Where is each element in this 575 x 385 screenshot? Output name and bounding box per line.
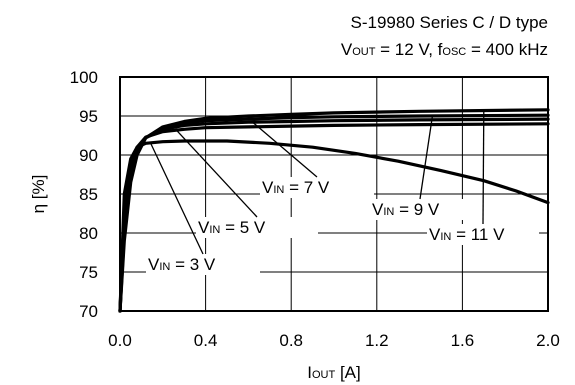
- y-tick-label-1: 75: [79, 263, 98, 282]
- series-label-bg-1: [196, 217, 318, 238]
- series-label-0: VIN = 3 V: [148, 255, 216, 274]
- series-label-1: VIN = 5 V: [198, 218, 266, 237]
- x-tick-label-2: 0.8: [279, 331, 303, 350]
- y-tick-label-3: 85: [79, 185, 98, 204]
- y-tick-label-2: 80: [79, 224, 98, 243]
- series-label-bg-2: [260, 177, 374, 198]
- series-label-bg-4: [427, 224, 539, 245]
- series-label-3: VIN = 9 V: [372, 200, 440, 219]
- x-tick-label-4: 1.6: [451, 331, 475, 350]
- series-label-2: VIN = 7 V: [262, 178, 330, 197]
- chart-subtitle: VOUT = 12 V, fOSC = 400 kHz: [341, 40, 548, 59]
- y-axis-label: η [%]: [29, 175, 48, 214]
- series-curves: [118, 108, 550, 313]
- series-leader-3: [419, 115, 434, 200]
- series-leader-2: [252, 121, 318, 178]
- y-tick-label-5: 95: [79, 107, 98, 126]
- series-labels: VIN = 3 V VIN = 5 V VIN = 7 V VIN = 9 V VIN …: [146, 110, 539, 275]
- series-label-bg-0: [146, 254, 260, 275]
- chart-title: S-19980 Series C / D type: [351, 13, 548, 32]
- y-tick-label-0: 70: [79, 302, 98, 321]
- y-tick-label-6: 100: [70, 68, 98, 87]
- series-line-5-V: [118, 122, 550, 313]
- series-label-bg-3: [370, 199, 470, 220]
- tick-labels: 0.0 0.4 0.8 1.2 1.6 2.0 70 75 80 85 90 95 100: [70, 68, 560, 350]
- series-label-4: VIN = 11 V: [429, 225, 505, 244]
- series-leader-1: [175, 128, 258, 218]
- plot-frame: [119, 76, 549, 312]
- x-tick-label-5: 2.0: [536, 331, 560, 350]
- x-tick-label-0: 0.0: [108, 331, 132, 350]
- y-tick-label-4: 90: [79, 146, 98, 165]
- x-tick-label-3: 1.2: [365, 331, 389, 350]
- x-tick-label-1: 0.4: [194, 331, 218, 350]
- series-leader-4: [482, 110, 485, 225]
- x-axis-label: IOUT [A]: [307, 363, 360, 382]
- series-line-11-V: [118, 108, 550, 313]
- series-leader-0: [149, 141, 204, 255]
